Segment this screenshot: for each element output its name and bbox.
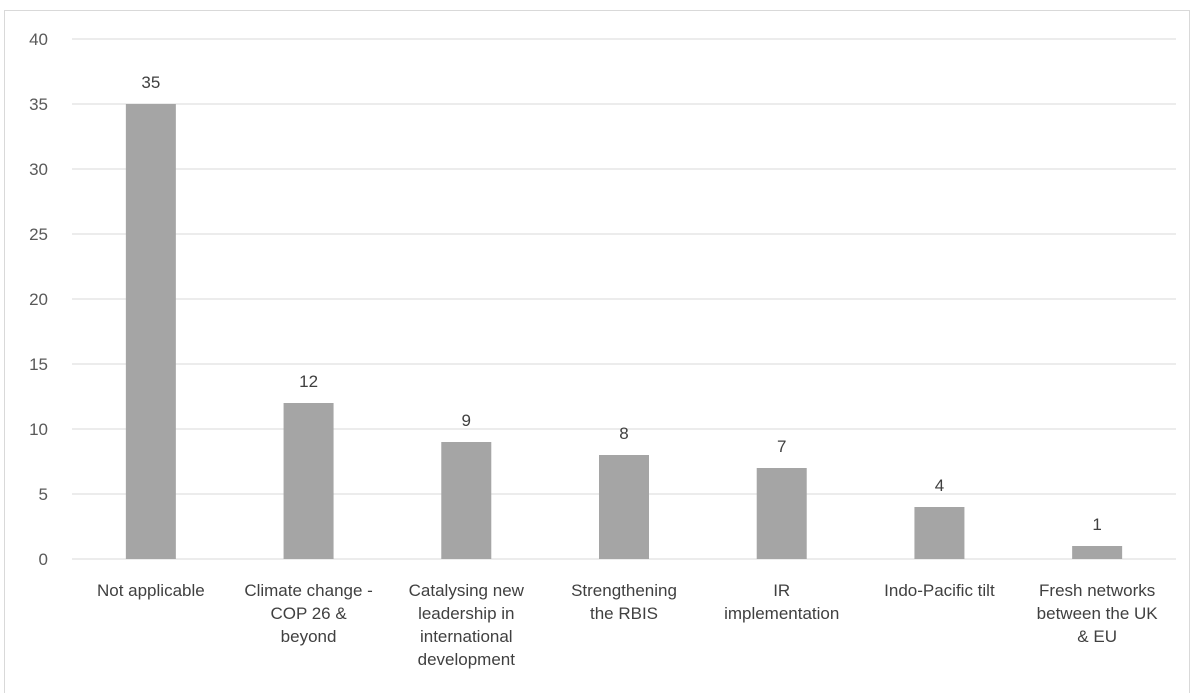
x-category-label: Indo-Pacific tilt bbox=[884, 581, 995, 600]
bar bbox=[283, 403, 334, 559]
chart-frame bbox=[4, 10, 1190, 693]
data-label: 35 bbox=[141, 73, 160, 92]
data-label: 9 bbox=[462, 411, 471, 430]
y-tick-label: 15 bbox=[29, 355, 48, 374]
data-label: 7 bbox=[777, 437, 786, 456]
y-tick-label: 35 bbox=[29, 95, 48, 114]
y-tick-label: 5 bbox=[39, 485, 48, 504]
bars bbox=[125, 104, 1123, 559]
x-axis-categories: Not applicable Climate change -COP 26 & be… bbox=[97, 581, 1158, 669]
data-label: 12 bbox=[299, 372, 318, 391]
x-category-label: Fresh networks between the UK & EU bbox=[1037, 581, 1159, 646]
bar bbox=[441, 442, 492, 559]
bar bbox=[756, 468, 807, 559]
x-category-label: Not applicable bbox=[97, 581, 205, 600]
x-category-label: IR implementation bbox=[724, 581, 839, 623]
y-axis-ticks: 0 5 10 15 20 25 30 35 40 bbox=[29, 30, 48, 569]
bar bbox=[599, 455, 649, 559]
gridlines bbox=[72, 38, 1176, 560]
bar bbox=[1072, 546, 1123, 559]
y-tick-label: 25 bbox=[29, 225, 48, 244]
y-tick-label: 0 bbox=[39, 550, 48, 569]
y-tick-label: 40 bbox=[29, 30, 48, 49]
data-label: 8 bbox=[619, 424, 628, 443]
x-category-label: Strengthening the RBIS bbox=[571, 581, 677, 623]
data-labels: 35 12 9 8 7 4 1 bbox=[141, 73, 1101, 534]
bar bbox=[914, 507, 965, 559]
y-tick-label: 10 bbox=[29, 420, 48, 439]
x-category-label: Climate change -COP 26 & beyond bbox=[244, 581, 373, 646]
y-tick-label: 30 bbox=[29, 160, 48, 179]
y-tick-label: 20 bbox=[29, 290, 48, 309]
bar bbox=[125, 104, 176, 559]
data-label: 1 bbox=[1092, 515, 1101, 534]
x-category-label: Catalysing new leadership in international… bbox=[409, 581, 525, 669]
data-label: 4 bbox=[935, 476, 944, 495]
